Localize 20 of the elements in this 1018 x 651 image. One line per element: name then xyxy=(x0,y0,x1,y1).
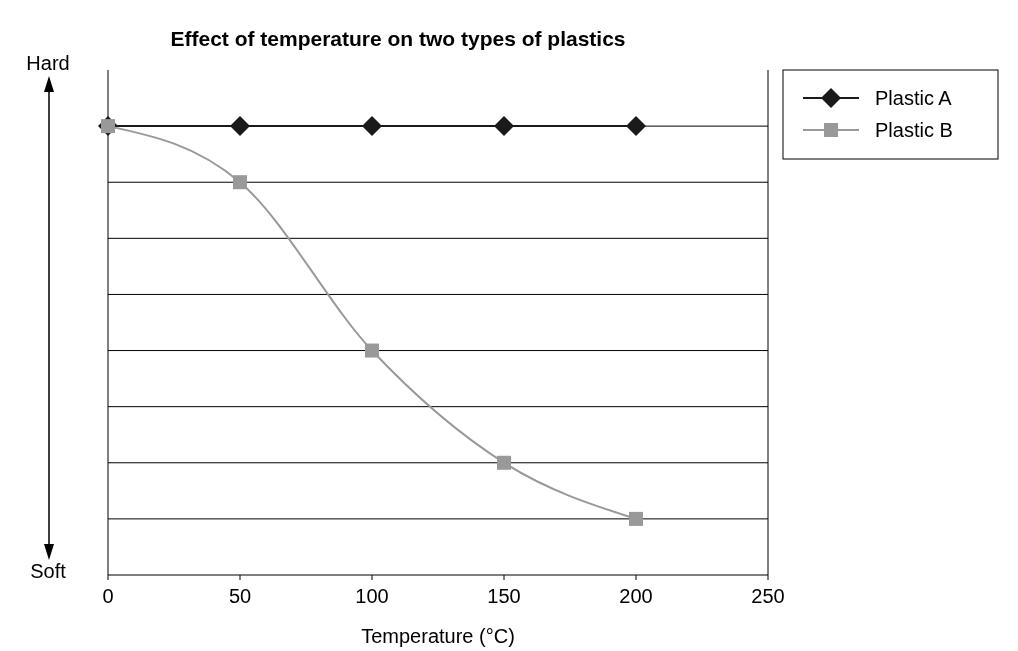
x-axis-title: Temperature (°C) xyxy=(361,625,515,647)
point xyxy=(362,116,382,137)
x-tick-label: 0 xyxy=(102,585,114,607)
point xyxy=(365,343,379,358)
x-tick-label: 150 xyxy=(487,585,521,607)
text: Hard xyxy=(26,52,70,74)
x-tick-label: 50 xyxy=(228,585,252,607)
point xyxy=(233,175,247,190)
x-tick-label: 200 xyxy=(619,585,653,607)
point xyxy=(497,455,511,470)
point xyxy=(626,116,646,137)
legend-label: Plastic A xyxy=(875,87,953,109)
point xyxy=(494,116,514,137)
point xyxy=(629,511,643,526)
legend-label: Plastic B xyxy=(875,119,953,141)
x-tick-label: 100 xyxy=(355,585,389,607)
text: Soft xyxy=(30,560,67,582)
chart-title: Effect of temperature on two types of plastics xyxy=(170,27,626,50)
point xyxy=(230,116,250,137)
x-tick-label: 250 xyxy=(751,585,785,607)
